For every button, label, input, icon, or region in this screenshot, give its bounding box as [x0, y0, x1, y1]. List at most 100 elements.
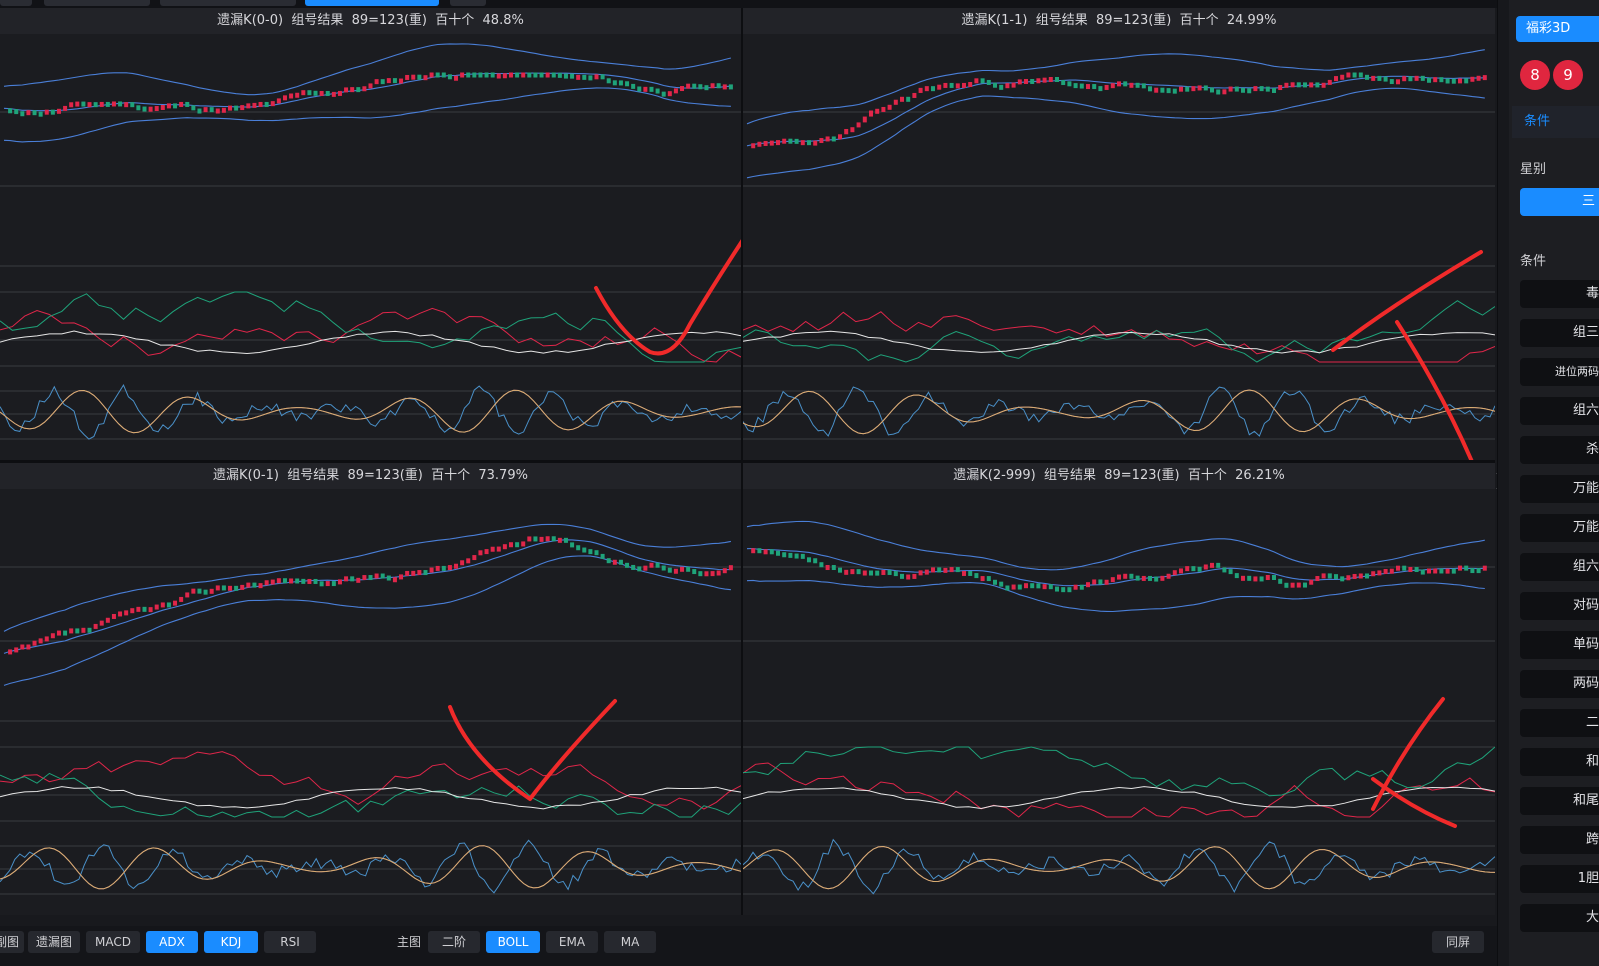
di-line: [0, 291, 741, 363]
candle: [356, 87, 361, 93]
candle: [447, 565, 452, 571]
condition-item[interactable]: 万能: [1520, 475, 1599, 503]
top-tab-5[interactable]: [450, 0, 486, 6]
candle: [819, 138, 824, 144]
missing-chart-tab[interactable]: 遗漏图: [28, 931, 80, 953]
star-select-button[interactable]: 三: [1520, 188, 1599, 216]
candle: [1055, 77, 1059, 83]
lottery-type-button[interactable]: 福彩3D: [1516, 16, 1599, 42]
number-ball[interactable]: 9: [1553, 60, 1583, 90]
condition-item[interactable]: 二: [1520, 709, 1599, 737]
condition-item[interactable]: 组六: [1520, 553, 1599, 581]
chart-svg[interactable]: [743, 34, 1495, 460]
candle: [215, 585, 220, 591]
macd-tab[interactable]: MACD: [86, 931, 140, 953]
condition-item[interactable]: 和尾: [1520, 787, 1599, 815]
candle: [1048, 584, 1053, 590]
candle: [447, 74, 452, 80]
candle: [576, 545, 581, 551]
subchart-tab[interactable]: 副图: [0, 931, 24, 953]
candle: [75, 628, 80, 634]
candle: [209, 588, 214, 594]
same-screen-tab[interactable]: 同屏: [1432, 931, 1484, 953]
candle: [1284, 582, 1289, 588]
top-tab-1[interactable]: [0, 0, 32, 6]
candle: [319, 90, 324, 96]
candle: [1179, 86, 1183, 92]
candle: [14, 109, 19, 115]
candle: [545, 536, 550, 542]
top-tab-4[interactable]: [305, 0, 439, 6]
candle: [962, 570, 966, 576]
adx-tab[interactable]: ADX: [146, 931, 198, 953]
candle: [1278, 85, 1283, 91]
top-tab-2[interactable]: [44, 0, 150, 6]
candle: [557, 72, 562, 78]
candle: [631, 83, 636, 89]
candle: [962, 82, 966, 88]
condition-item[interactable]: 组六: [1520, 397, 1599, 425]
candle: [270, 579, 275, 585]
condition-item[interactable]: 组三: [1520, 319, 1599, 347]
candle: [1259, 86, 1264, 92]
chart-svg[interactable]: [743, 489, 1495, 915]
boll-lower-line: [3, 555, 731, 686]
second-order-tab[interactable]: 二阶: [428, 931, 480, 953]
tab-conditions[interactable]: 条件: [1512, 106, 1599, 138]
candle: [417, 570, 422, 576]
candle: [32, 640, 37, 646]
candle: [252, 102, 257, 108]
candle: [655, 88, 660, 94]
candle: [1141, 83, 1146, 89]
candle: [441, 72, 446, 78]
chart-svg[interactable]: [0, 489, 741, 915]
candle: [1259, 576, 1264, 582]
kdj-tab[interactable]: KDJ: [204, 931, 258, 953]
condition-item[interactable]: 大: [1520, 904, 1599, 932]
candle: [1253, 576, 1258, 582]
condition-item[interactable]: 1胆: [1520, 865, 1599, 893]
candle: [1482, 565, 1487, 571]
adx-line: [0, 330, 741, 355]
condition-item[interactable]: 对码: [1520, 592, 1599, 620]
candle: [1086, 582, 1090, 588]
candle: [570, 542, 575, 548]
candle: [1358, 72, 1363, 78]
boll-tab[interactable]: BOLL: [486, 931, 540, 953]
condition-item[interactable]: 两码: [1520, 670, 1599, 698]
condition-item[interactable]: 万能: [1520, 514, 1599, 542]
candle: [625, 562, 630, 568]
number-ball[interactable]: 8: [1520, 60, 1550, 90]
condition-item[interactable]: 和: [1520, 748, 1599, 776]
candle: [1067, 587, 1072, 593]
candle: [1470, 568, 1475, 574]
candle: [906, 574, 911, 580]
candle: [1036, 78, 1041, 84]
candle: [1303, 82, 1307, 88]
candle: [142, 606, 147, 612]
candle: [258, 101, 263, 107]
candle: [838, 134, 842, 140]
candle: [148, 106, 153, 112]
condition-item[interactable]: 毒: [1520, 280, 1599, 308]
candle: [405, 74, 410, 80]
condition-item[interactable]: 进位两码: [1520, 358, 1599, 386]
candle: [1042, 77, 1047, 83]
main-chart-label: 主图: [397, 935, 422, 949]
candle: [240, 105, 245, 111]
rsi-tab[interactable]: RSI: [264, 931, 316, 953]
top-tab-3[interactable]: [160, 0, 296, 6]
condition-item[interactable]: 跨: [1520, 826, 1599, 854]
candle: [1061, 80, 1066, 86]
condition-item[interactable]: 杀: [1520, 436, 1599, 464]
horizontal-divider[interactable]: [0, 460, 1495, 463]
candle: [1272, 575, 1276, 581]
condition-item[interactable]: 单码: [1520, 631, 1599, 659]
candle: [484, 549, 489, 555]
candle: [893, 571, 898, 577]
candle: [931, 567, 935, 573]
chart-svg[interactable]: [0, 34, 741, 460]
ema-tab[interactable]: EMA: [546, 931, 598, 953]
candle: [344, 576, 349, 582]
ma-tab[interactable]: MA: [604, 931, 656, 953]
